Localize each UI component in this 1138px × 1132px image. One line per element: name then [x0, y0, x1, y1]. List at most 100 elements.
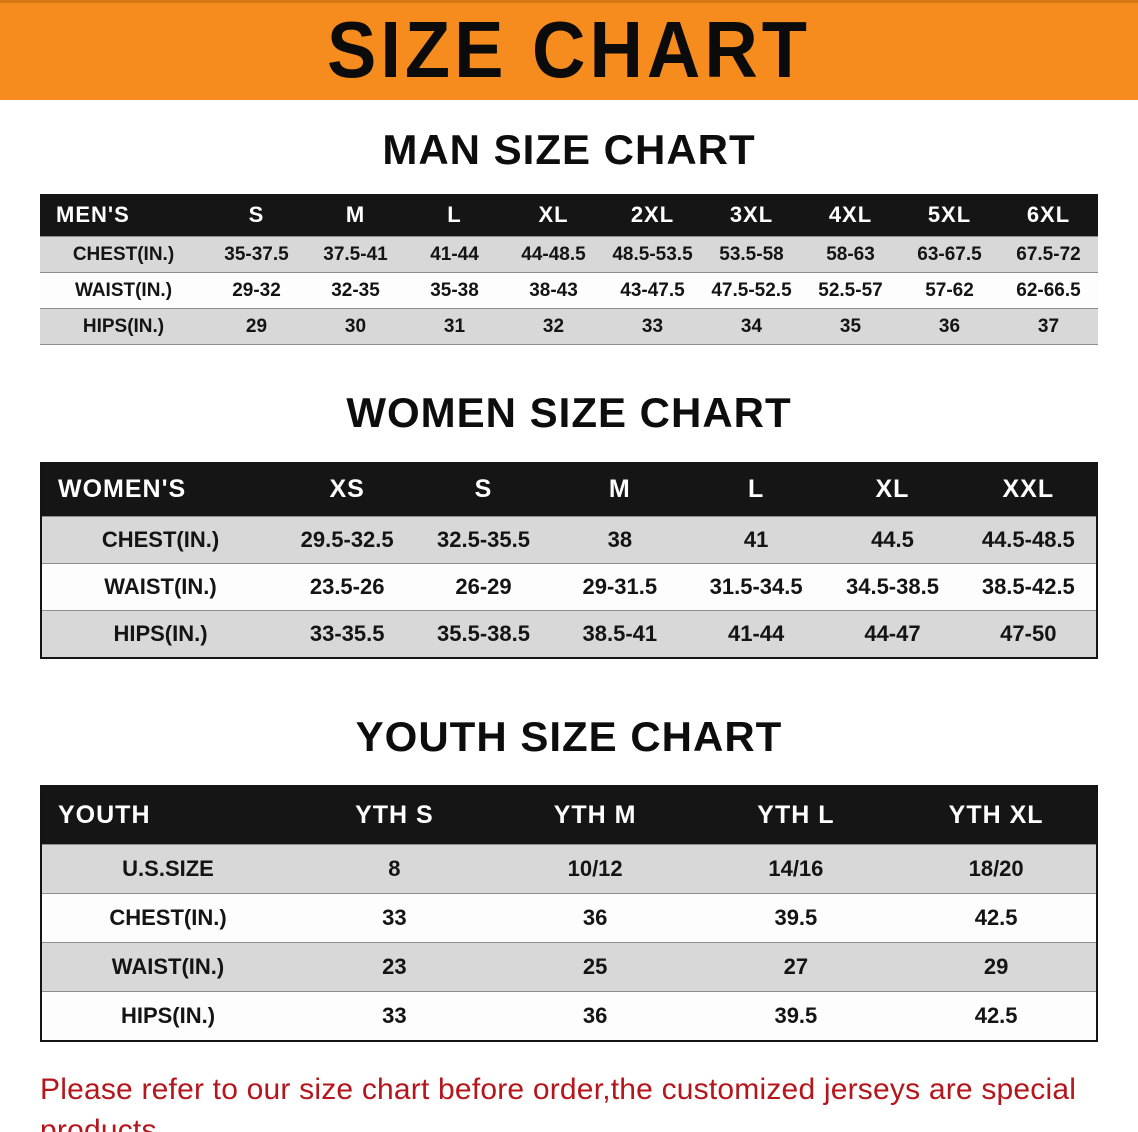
size-table: YOUTH YTH S YTH M YTH L YTH XL U.S.SIZE 8 10/12… — [40, 784, 1098, 1042]
size-value-cell: 47.5-52.5 — [702, 272, 801, 309]
size-value-cell: 33 — [603, 308, 702, 345]
table-row: HIPS(IN.) 33 36 39.5 42.5 — [41, 990, 1097, 1041]
row-label-cell: HIPS(IN.) — [40, 308, 207, 345]
column-header-cell: M — [306, 194, 405, 237]
table-header-row: WOMEN'S XS S M L XL XXL — [41, 462, 1097, 517]
column-header-cell: L — [687, 462, 825, 517]
size-value-cell: 8 — [294, 843, 495, 894]
size-value-cell: 33 — [294, 892, 495, 943]
row-label-cell: WAIST(IN.) — [40, 272, 207, 309]
size-table: MEN'S S M L XL 2XL 3XL 4XL 5XL 6XL CHEST(IN.) 35-37… — [40, 194, 1098, 346]
column-header-cell: 5XL — [900, 194, 999, 237]
size-value-cell: 31.5-34.5 — [687, 562, 825, 611]
row-label-cell: CHEST(IN.) — [41, 515, 279, 564]
size-value-cell: 36 — [494, 892, 696, 943]
row-label-cell: WAIST(IN.) — [41, 941, 294, 992]
size-value-cell: 52.5-57 — [801, 272, 900, 309]
size-value-cell: 32 — [504, 308, 603, 345]
size-value-cell: 14/16 — [695, 843, 897, 894]
table-title-cell: MEN'S — [40, 194, 207, 237]
size-value-cell: 57-62 — [900, 272, 999, 309]
row-label-cell: CHEST(IN.) — [41, 892, 294, 943]
column-header-cell: YTH S — [294, 785, 495, 845]
size-value-cell: 34 — [702, 308, 801, 345]
column-header-cell: 4XL — [801, 194, 900, 237]
size-value-cell: 29 — [896, 941, 1097, 992]
size-value-cell: 41-44 — [687, 609, 825, 658]
table-header-row: YOUTH YTH S YTH M YTH L YTH XL — [41, 785, 1097, 845]
size-value-cell: 25 — [494, 941, 696, 992]
table-header-row: MEN'S S M L XL 2XL 3XL 4XL 5XL 6XL — [40, 194, 1098, 237]
column-header-cell: S — [207, 194, 306, 237]
size-value-cell: 44-47 — [824, 609, 961, 658]
table-row: WAIST(IN.) 23.5-26 26-29 29-31.5 31.5-34.5 34… — [41, 562, 1097, 611]
table-row: WAIST(IN.) 23 25 27 29 — [41, 941, 1097, 992]
size-value-cell: 37 — [999, 308, 1098, 345]
column-header-cell: XS — [279, 462, 416, 517]
size-value-cell: 23 — [294, 941, 495, 992]
size-value-cell: 41-44 — [405, 236, 504, 273]
table-row: HIPS(IN.) 33-35.5 35.5-38.5 38.5-41 41-44 44-… — [41, 609, 1097, 658]
size-value-cell: 43-47.5 — [603, 272, 702, 309]
row-label-cell: HIPS(IN.) — [41, 990, 294, 1041]
column-header-cell: XL — [504, 194, 603, 237]
size-value-cell: 44.5-48.5 — [960, 515, 1097, 564]
size-value-cell: 35 — [801, 308, 900, 345]
size-value-cell: 29-31.5 — [551, 562, 688, 611]
size-value-cell: 35-37.5 — [207, 236, 306, 273]
column-header-cell: 6XL — [999, 194, 1098, 237]
size-value-cell: 35-38 — [405, 272, 504, 309]
size-value-cell: 38.5-41 — [551, 609, 688, 658]
table-row: U.S.SIZE 8 10/12 14/16 18/20 — [41, 843, 1097, 894]
size-value-cell: 67.5-72 — [999, 236, 1098, 273]
size-value-cell: 42.5 — [896, 892, 1097, 943]
row-label-cell: CHEST(IN.) — [40, 236, 207, 273]
table-row: WAIST(IN.) 29-32 32-35 35-38 38-43 43-47.5 47.… — [40, 272, 1098, 309]
size-value-cell: 36 — [494, 990, 696, 1041]
column-header-cell: 3XL — [702, 194, 801, 237]
row-label-cell: U.S.SIZE — [41, 843, 294, 894]
disclaimer-note: Please refer to our size chart before or… — [40, 1070, 1100, 1132]
size-value-cell: 48.5-53.5 — [603, 236, 702, 273]
mens-size-table: MEN'S S M L XL 2XL 3XL 4XL 5XL 6XL CHEST(IN.) 35-37… — [40, 194, 1098, 346]
size-value-cell: 26-29 — [415, 562, 552, 611]
column-header-cell: YTH M — [494, 785, 696, 845]
row-label-cell: WAIST(IN.) — [41, 562, 279, 611]
size-value-cell: 35.5-38.5 — [415, 609, 552, 658]
column-header-cell: YTH L — [695, 785, 897, 845]
size-value-cell: 33 — [294, 990, 495, 1041]
size-table: WOMEN'S XS S M L XL XXL CHEST(IN.) 29.5-32.5 32.5… — [40, 461, 1098, 659]
size-value-cell: 23.5-26 — [279, 562, 416, 611]
size-value-cell: 62-66.5 — [999, 272, 1098, 309]
size-value-cell: 27 — [695, 941, 897, 992]
size-value-cell: 38 — [551, 515, 688, 564]
size-value-cell: 39.5 — [695, 990, 897, 1041]
size-value-cell: 42.5 — [896, 990, 1097, 1041]
table-title-cell: WOMEN'S — [41, 462, 279, 517]
size-value-cell: 18/20 — [896, 843, 1097, 894]
column-header-cell: XL — [824, 462, 961, 517]
size-value-cell: 30 — [306, 308, 405, 345]
size-value-cell: 39.5 — [695, 892, 897, 943]
column-header-cell: 2XL — [603, 194, 702, 237]
table-title-cell: YOUTH — [41, 785, 294, 845]
column-header-cell: S — [415, 462, 552, 517]
womens-size-table: WOMEN'S XS S M L XL XXL CHEST(IN.) 29.5-32.5 32.5… — [40, 461, 1098, 659]
size-value-cell: 41 — [687, 515, 825, 564]
youth-size-table: YOUTH YTH S YTH M YTH L YTH XL U.S.SIZE 8 10/12… — [40, 784, 1098, 1042]
table-row: CHEST(IN.) 29.5-32.5 32.5-35.5 38 41 44.5 44.5… — [41, 515, 1097, 564]
size-value-cell: 53.5-58 — [702, 236, 801, 273]
man-size-chart-heading: MAN SIZE CHART — [382, 126, 756, 173]
size-value-cell: 29-32 — [207, 272, 306, 309]
row-label-cell: HIPS(IN.) — [41, 609, 279, 658]
size-value-cell: 33-35.5 — [279, 609, 416, 658]
size-value-cell: 38.5-42.5 — [960, 562, 1097, 611]
column-header-cell: YTH XL — [896, 785, 1097, 845]
column-header-cell: L — [405, 194, 504, 237]
size-value-cell: 32.5-35.5 — [415, 515, 552, 564]
size-chart-title: SIZE CHART — [327, 4, 811, 95]
size-value-cell: 10/12 — [494, 843, 696, 894]
table-row: CHEST(IN.) 33 36 39.5 42.5 — [41, 892, 1097, 943]
table-row: CHEST(IN.) 35-37.5 37.5-41 41-44 44-48.5 48.5… — [40, 236, 1098, 273]
